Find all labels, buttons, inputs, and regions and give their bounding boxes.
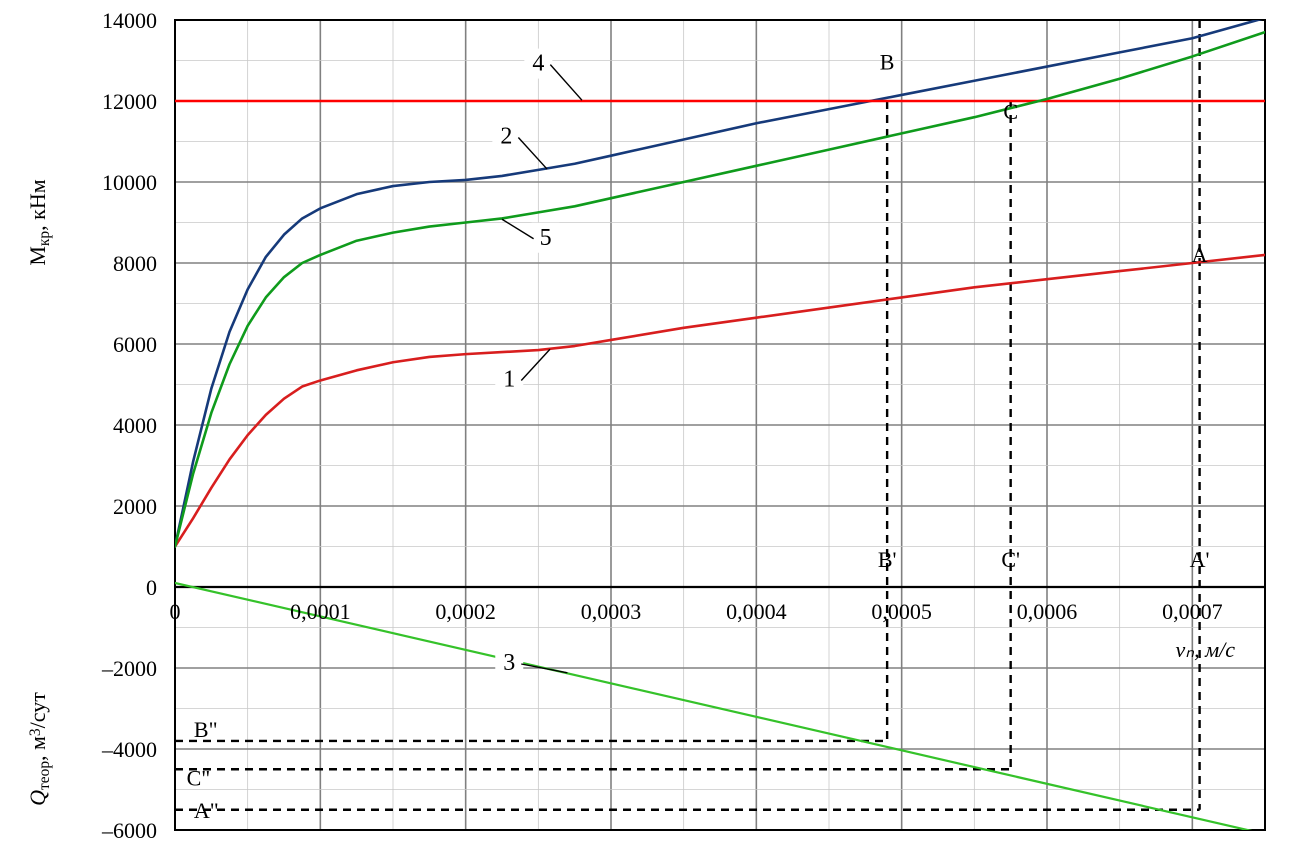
x-tick: 0,0001 [290, 599, 351, 624]
curve-label-5: 5 [540, 225, 552, 251]
y-tick: –2000 [101, 656, 157, 681]
x-tick: 0,0005 [871, 599, 932, 624]
svg-text:Mкр, кНм: Mкр, кНм [25, 179, 53, 265]
point-label: B [880, 49, 895, 74]
point-label: A' [1190, 547, 1210, 572]
chart-container: { "canvas": { "width": 1289, "height": 8… [0, 0, 1289, 861]
point-label: A" [194, 798, 219, 823]
y-tick: 6000 [113, 332, 157, 357]
x-tick: 0,0004 [726, 599, 787, 624]
curve-label-2: 2 [500, 124, 512, 150]
curve-label-1: 1 [503, 367, 515, 393]
point-label: B' [878, 547, 897, 572]
y-tick: 2000 [113, 494, 157, 519]
curve-label-3: 3 [503, 650, 515, 676]
x-tick: 0,0002 [435, 599, 496, 624]
point-label: C' [1001, 547, 1020, 572]
x-tick: 0,0006 [1017, 599, 1078, 624]
y-tick: –4000 [101, 737, 157, 762]
point-label: B" [194, 717, 218, 742]
point-label: C" [187, 765, 211, 790]
y-tick: 0 [146, 575, 157, 600]
y-tick: 10000 [102, 170, 157, 195]
x-axis-label: vₙ, м/с [1176, 637, 1236, 662]
y-axis-label-top: Mкр, кНм [25, 179, 53, 265]
point-label: A [1192, 242, 1208, 267]
y-tick: 8000 [113, 251, 157, 276]
y-tick: –6000 [101, 818, 157, 843]
chart-svg: 1 2 3 4 5 0 0,0001 0,0002 0,0003 0,0004 0,0005 0,00… [0, 0, 1289, 861]
y-tick: 4000 [113, 413, 157, 438]
y-tick: 14000 [102, 8, 157, 33]
curve-label-4: 4 [532, 51, 544, 77]
point-label: C [1003, 99, 1018, 124]
y-tick: 12000 [102, 89, 157, 114]
x-tick: 0 [170, 599, 181, 624]
x-tick: 0,0003 [581, 599, 642, 624]
x-tick: 0,0007 [1162, 599, 1223, 624]
